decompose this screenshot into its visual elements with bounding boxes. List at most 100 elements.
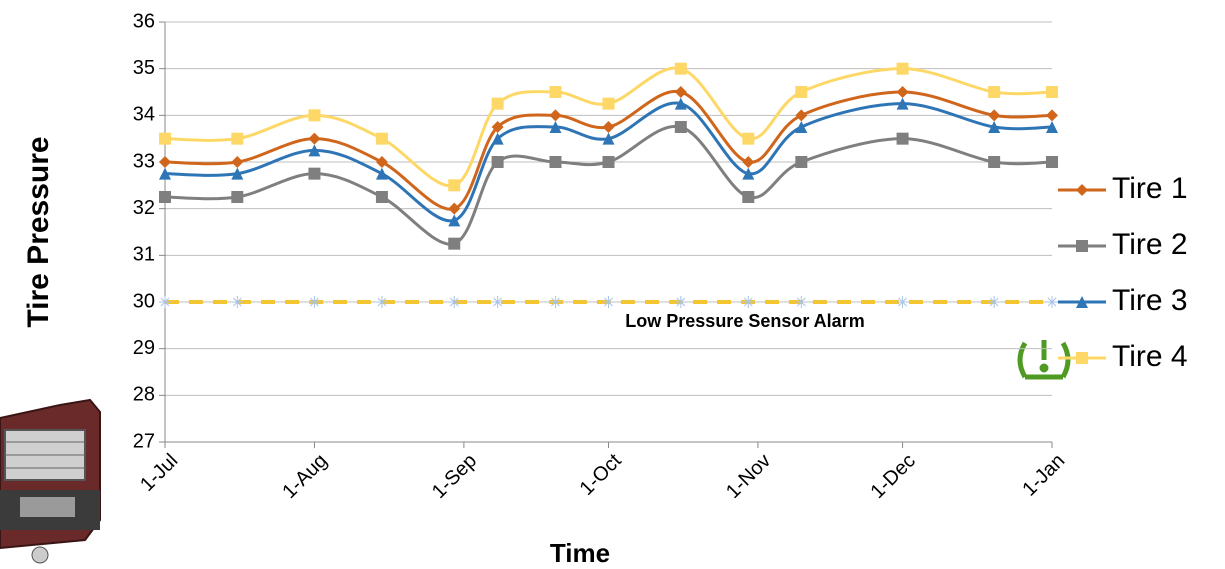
series-line [164,89,1053,211]
y-tick-label: 30 [133,290,155,312]
marker [742,132,755,145]
series-line [164,66,1053,188]
marker [231,167,244,180]
marker [491,121,504,133]
marker [308,132,321,145]
marker [602,296,615,308]
marker [795,156,808,168]
marker [674,121,687,133]
marker [375,132,388,145]
marker [159,191,171,203]
marker [988,296,1001,308]
marker [896,86,909,98]
marker [448,296,461,308]
x-tick-label: 1-Jul [136,450,182,496]
marker [1046,296,1058,308]
marker [1046,121,1058,133]
legend-label: Tire 1 [1112,172,1188,205]
x-tick-label: 1-Jan [1018,450,1069,501]
marker [231,296,244,308]
y-tick-label: 35 [133,57,155,79]
x-tick-label: 1-Dec [867,450,920,503]
marker [602,97,615,110]
marker [896,62,909,75]
marker [795,121,808,133]
legend-marker [1076,240,1088,252]
marker [159,132,171,145]
marker [896,97,909,110]
marker [491,156,504,168]
marker [602,121,615,133]
marker [231,156,244,168]
marker [1046,109,1058,122]
x-tick-label: 1-Nov [722,450,775,503]
x-tick-label: 1-Sep [428,450,481,503]
marker [375,296,388,308]
marker [549,156,562,168]
legend-label: Tire 3 [1112,284,1188,317]
marker [375,167,388,180]
marker [795,296,808,308]
marker [742,156,755,168]
marker [308,144,321,157]
marker [159,156,171,168]
marker [491,97,504,110]
y-tick-label: 34 [133,104,155,126]
marker [549,109,562,122]
y-tick-label: 31 [133,244,155,266]
tpms-warning-icon [1017,340,1071,380]
marker [549,86,562,98]
marker [308,167,321,180]
marker [491,132,504,145]
marker [742,167,755,180]
marker [988,121,1001,133]
marker [674,86,687,98]
y-tick-label: 27 [133,430,155,452]
marker [159,167,171,180]
marker [988,156,1001,168]
y-axis-title: Tire Pressure [22,136,55,327]
marker [231,191,244,203]
marker [988,109,1001,122]
y-tick-label: 28 [133,384,155,406]
marker [448,179,461,192]
legend-label: Tire 2 [1112,228,1188,261]
legend-marker [1076,184,1088,196]
marker [674,97,687,110]
marker [674,296,687,308]
series-line [164,101,1053,223]
marker [308,109,321,122]
y-tick-label: 29 [133,337,155,359]
marker [896,132,909,145]
marker [602,156,615,168]
legend-marker [1076,296,1088,308]
marker [308,296,321,308]
marker [491,296,504,308]
x-axis-title: Time [550,538,610,568]
marker [549,296,562,308]
y-tick-label: 32 [133,197,155,219]
marker [674,62,687,75]
marker [795,86,808,98]
y-tick-label: 36 [133,10,155,32]
annotation: Low Pressure Sensor Alarm [625,311,864,331]
marker [549,121,562,133]
marker [1046,156,1058,168]
marker [742,296,755,308]
marker [795,109,808,122]
marker [742,191,755,203]
x-tick-label: 1-Oct [576,449,626,499]
marker [448,202,461,215]
marker [375,191,388,203]
legend-label: Tire 4 [1112,340,1188,373]
truck-illustration [0,398,101,564]
marker [231,132,244,145]
marker [159,296,171,308]
marker [988,86,1001,98]
marker [448,237,461,250]
marker [448,214,461,227]
marker [1046,86,1058,98]
marker [375,156,388,168]
